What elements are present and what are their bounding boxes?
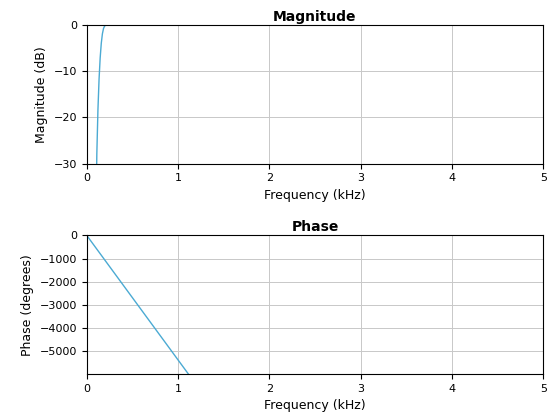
- Title: Magnitude: Magnitude: [273, 10, 357, 24]
- X-axis label: Frequency (kHz): Frequency (kHz): [264, 399, 366, 412]
- Title: Phase: Phase: [291, 220, 339, 234]
- X-axis label: Frequency (kHz): Frequency (kHz): [264, 189, 366, 202]
- Y-axis label: Magnitude (dB): Magnitude (dB): [35, 46, 48, 143]
- Y-axis label: Phase (degrees): Phase (degrees): [21, 254, 34, 355]
